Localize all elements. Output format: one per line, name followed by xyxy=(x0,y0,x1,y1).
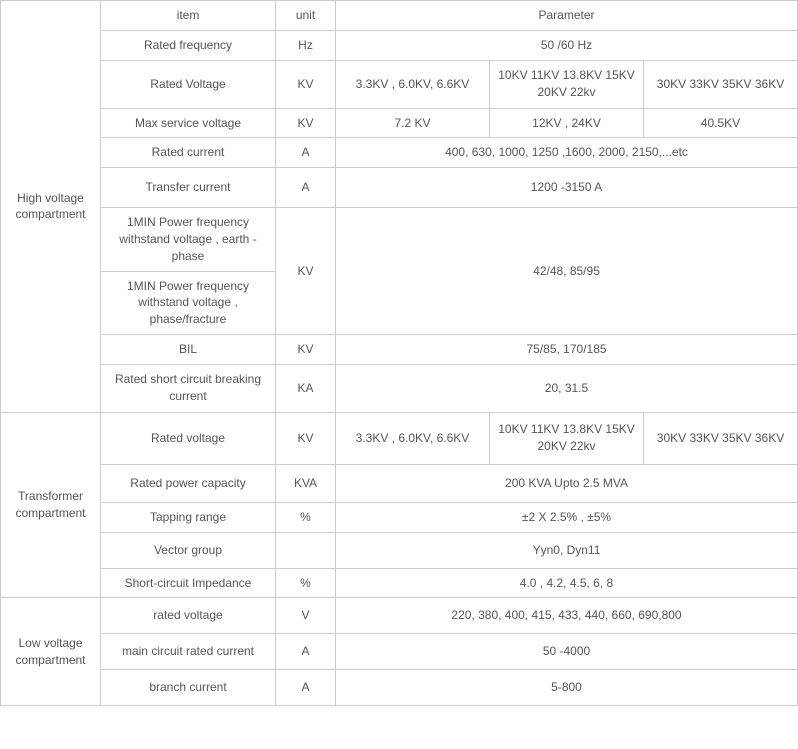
cell-unit: A xyxy=(276,634,336,670)
cell-unit: % xyxy=(276,568,336,598)
table-row: Vector group Yyn0, Dyn11 xyxy=(1,532,798,568)
cell-unit: KVA xyxy=(276,464,336,502)
cell-item: 1MIN Power frequency withstand voltage ,… xyxy=(101,271,276,334)
cell-item: Transfer current xyxy=(101,168,276,208)
cell-item: Rated short circuit breaking current xyxy=(101,364,276,412)
cell-unit: A xyxy=(276,138,336,168)
table-row: Low voltage compartment rated voltage V … xyxy=(1,598,798,634)
table-row: Rated current A 400, 630, 1000, 1250 ,16… xyxy=(1,138,798,168)
table-row: branch current A 5-800 xyxy=(1,670,798,706)
cell-unit: KV xyxy=(276,60,336,108)
section-transformer: Transformer compartment xyxy=(1,412,101,598)
header-parameter: Parameter xyxy=(336,1,798,31)
cell-item: BIL xyxy=(101,334,276,364)
cell-item: rated voltage xyxy=(101,598,276,634)
header-unit: unit xyxy=(276,1,336,31)
table-row: Transformer compartment Rated voltage KV… xyxy=(1,412,798,464)
cell-param: ±2 X 2.5% , ±5% xyxy=(336,502,798,532)
table-header-row: High voltage compartment item unit Param… xyxy=(1,1,798,31)
cell-param: 30KV 33KV 35KV 36KV xyxy=(644,412,798,464)
cell-unit: KV xyxy=(276,108,336,138)
cell-item: Rated Voltage xyxy=(101,60,276,108)
section-low-voltage: Low voltage compartment xyxy=(1,598,101,706)
spec-table: High voltage compartment item unit Param… xyxy=(0,0,798,706)
cell-param: 12KV , 24KV xyxy=(490,108,644,138)
cell-item: Rated power capacity xyxy=(101,464,276,502)
section-high-voltage: High voltage compartment xyxy=(1,1,101,413)
table-row: BIL KV 75/85, 170/185 xyxy=(1,334,798,364)
cell-item: Vector group xyxy=(101,532,276,568)
cell-param: 30KV 33KV 35KV 36KV xyxy=(644,60,798,108)
cell-param: 42/48, 85/95 xyxy=(336,208,798,335)
table-row: Rated short circuit breaking current KA … xyxy=(1,364,798,412)
table-row: Short-circuit Impedance % 4.0 , 4.2, 4.5… xyxy=(1,568,798,598)
cell-unit: KA xyxy=(276,364,336,412)
table-row: 1MIN Power frequency withstand voltage ,… xyxy=(1,208,798,271)
cell-unit: % xyxy=(276,502,336,532)
cell-item: branch current xyxy=(101,670,276,706)
cell-param: 3.3KV , 6.0KV, 6.6KV xyxy=(336,60,490,108)
table-row: Tapping range % ±2 X 2.5% , ±5% xyxy=(1,502,798,532)
cell-item: Short-circuit Impedance xyxy=(101,568,276,598)
cell-param: 75/85, 170/185 xyxy=(336,334,798,364)
cell-unit: KV xyxy=(276,412,336,464)
cell-item: Rated current xyxy=(101,138,276,168)
cell-unit: KV xyxy=(276,334,336,364)
cell-unit: V xyxy=(276,598,336,634)
cell-param: 10KV 11KV 13.8KV 15KV 20KV 22kv xyxy=(490,60,644,108)
cell-unit: Hz xyxy=(276,30,336,60)
cell-param: 4.0 , 4.2, 4.5, 6, 8 xyxy=(336,568,798,598)
cell-param: Yyn0, Dyn11 xyxy=(336,532,798,568)
cell-item: Rated voltage xyxy=(101,412,276,464)
cell-param: 50 -4000 xyxy=(336,634,798,670)
cell-param: 10KV 11KV 13.8KV 15KV 20KV 22kv xyxy=(490,412,644,464)
table-row: Rated power capacity KVA 200 KVA Upto 2.… xyxy=(1,464,798,502)
cell-item: Rated frequency xyxy=(101,30,276,60)
table-row: Transfer current A 1200 -3150 A xyxy=(1,168,798,208)
header-item: item xyxy=(101,1,276,31)
cell-item: Tapping range xyxy=(101,502,276,532)
cell-item: main circuit rated current xyxy=(101,634,276,670)
cell-param: 400, 630, 1000, 1250 ,1600, 2000, 2150,.… xyxy=(336,138,798,168)
cell-param: 7.2 KV xyxy=(336,108,490,138)
cell-unit xyxy=(276,532,336,568)
cell-param: 1200 -3150 A xyxy=(336,168,798,208)
table-row: Max service voltage KV 7.2 KV 12KV , 24K… xyxy=(1,108,798,138)
cell-param: 3.3KV , 6.0KV, 6.6KV xyxy=(336,412,490,464)
table-row: main circuit rated current A 50 -4000 xyxy=(1,634,798,670)
cell-param: 5-800 xyxy=(336,670,798,706)
cell-item: Max service voltage xyxy=(101,108,276,138)
cell-item: 1MIN Power frequency withstand voltage ,… xyxy=(101,208,276,271)
cell-unit: A xyxy=(276,670,336,706)
cell-param: 40.5KV xyxy=(644,108,798,138)
cell-param: 220, 380, 400, 415, 433, 440, 660, 690,8… xyxy=(336,598,798,634)
cell-unit: A xyxy=(276,168,336,208)
table-row: Rated frequency Hz 50 /60 Hz xyxy=(1,30,798,60)
cell-unit: KV xyxy=(276,208,336,335)
table-row: Rated Voltage KV 3.3KV , 6.0KV, 6.6KV 10… xyxy=(1,60,798,108)
cell-param: 20, 31.5 xyxy=(336,364,798,412)
cell-param: 50 /60 Hz xyxy=(336,30,798,60)
cell-param: 200 KVA Upto 2.5 MVA xyxy=(336,464,798,502)
